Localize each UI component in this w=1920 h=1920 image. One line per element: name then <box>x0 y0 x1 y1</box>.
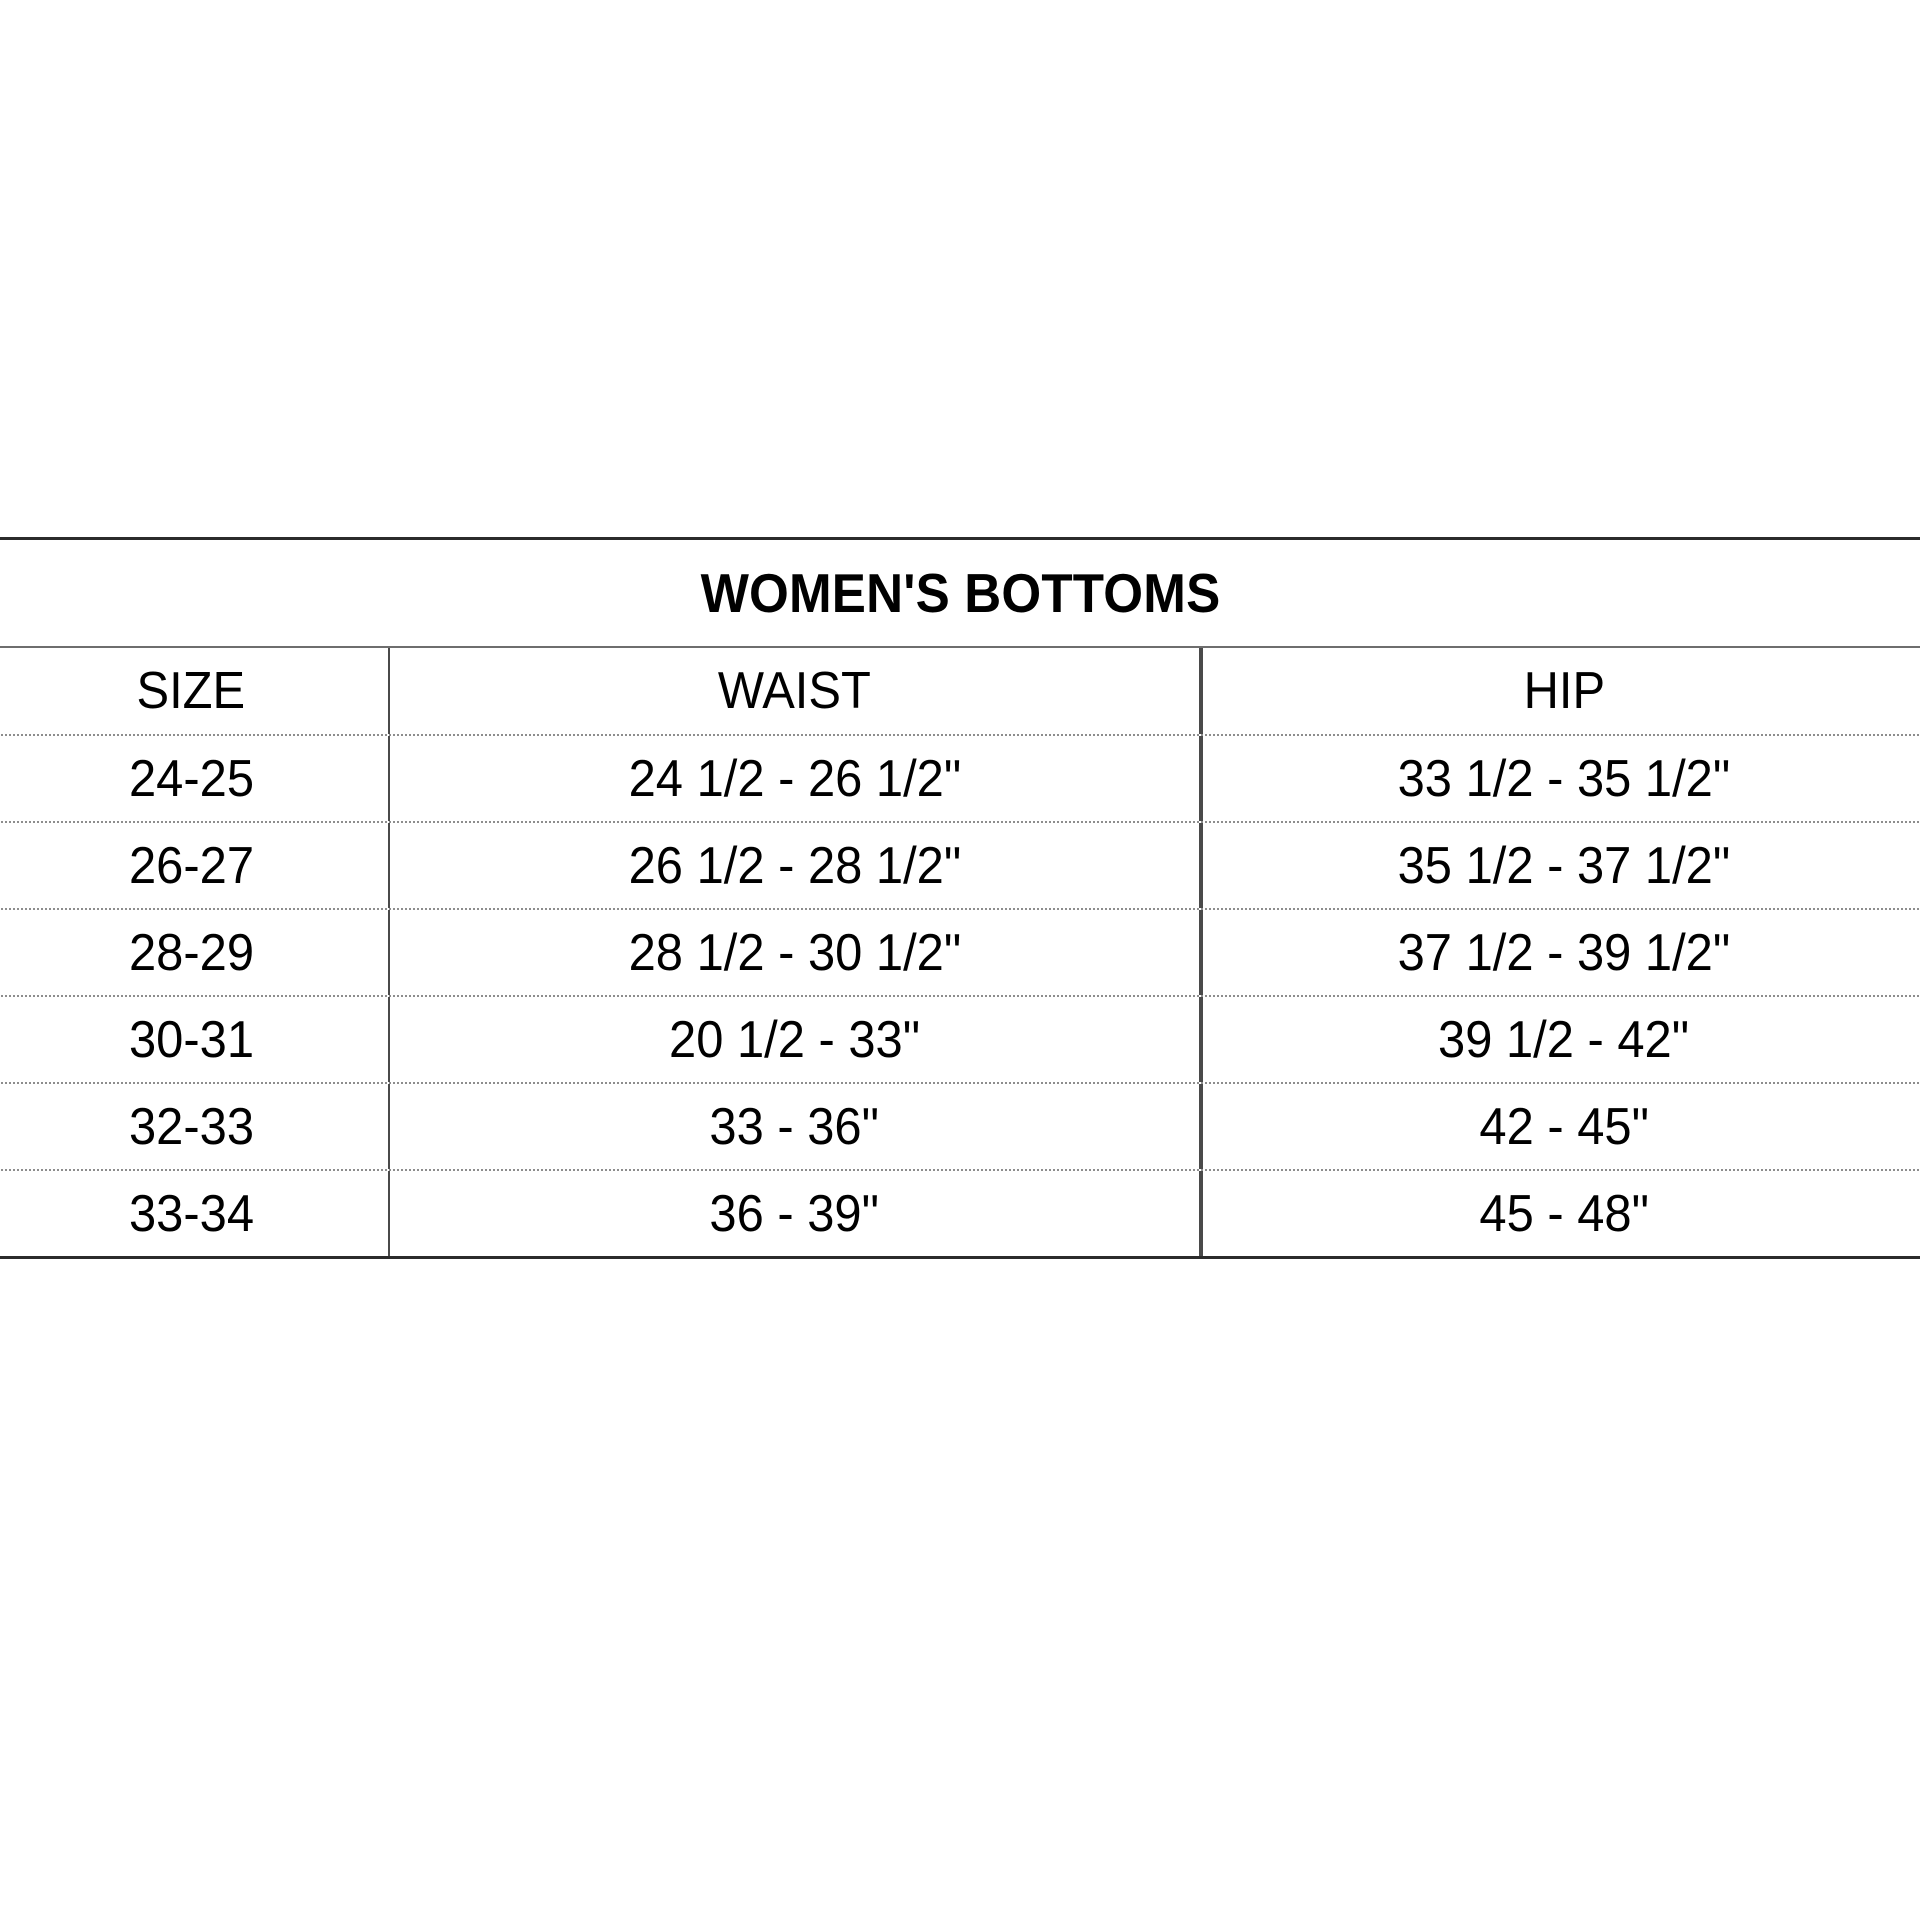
cell-waist: 36 - 39" <box>388 1171 1201 1256</box>
chart-title: WOMEN'S BOTTOMS <box>700 562 1220 624</box>
size-chart-table: WOMEN'S BOTTOMS SIZE WAIST HIP 24-25 24 … <box>0 537 1920 1259</box>
column-header-size: SIZE <box>136 662 246 720</box>
cell-size: 30-31 <box>128 1010 254 1069</box>
table-row: 32-33 33 - 36" 42 - 45" <box>0 1082 1920 1169</box>
cell-hip: 45 - 48" <box>1201 1171 1920 1256</box>
chart-title-row: WOMEN'S BOTTOMS <box>0 540 1920 648</box>
column-header-waist: WAIST <box>388 648 1201 734</box>
cell-hip: 37 1/2 - 39 1/2" <box>1201 910 1920 995</box>
cell-waist: 24 1/2 - 26 1/2" <box>388 736 1201 821</box>
table-row: 33-34 36 - 39" 45 - 48" <box>0 1169 1920 1256</box>
cell-waist: 33 - 36" <box>388 1084 1201 1169</box>
table-row: 30-31 20 1/2 - 33" 39 1/2 - 42" <box>0 995 1920 1082</box>
cell-hip: 42 - 45" <box>1201 1084 1920 1169</box>
table-header-row: SIZE WAIST HIP <box>0 648 1920 734</box>
cell-size: 32-33 <box>128 1097 254 1156</box>
cell-waist: 28 1/2 - 30 1/2" <box>388 910 1201 995</box>
cell-size: 26-27 <box>128 836 254 895</box>
cell-hip: 35 1/2 - 37 1/2" <box>1201 823 1920 908</box>
cell-waist: 26 1/2 - 28 1/2" <box>388 823 1201 908</box>
table-row: 28-29 28 1/2 - 30 1/2" 37 1/2 - 39 1/2" <box>0 908 1920 995</box>
column-header-hip: HIP <box>1201 648 1920 734</box>
cell-hip: 39 1/2 - 42" <box>1201 997 1920 1082</box>
table-row: 26-27 26 1/2 - 28 1/2" 35 1/2 - 37 1/2" <box>0 821 1920 908</box>
cell-size: 28-29 <box>128 923 254 982</box>
table-row: 24-25 24 1/2 - 26 1/2" 33 1/2 - 35 1/2" <box>0 734 1920 821</box>
cell-size: 33-34 <box>128 1184 254 1243</box>
cell-hip: 33 1/2 - 35 1/2" <box>1201 736 1920 821</box>
cell-size: 24-25 <box>128 749 254 808</box>
cell-waist: 20 1/2 - 33" <box>388 997 1201 1082</box>
